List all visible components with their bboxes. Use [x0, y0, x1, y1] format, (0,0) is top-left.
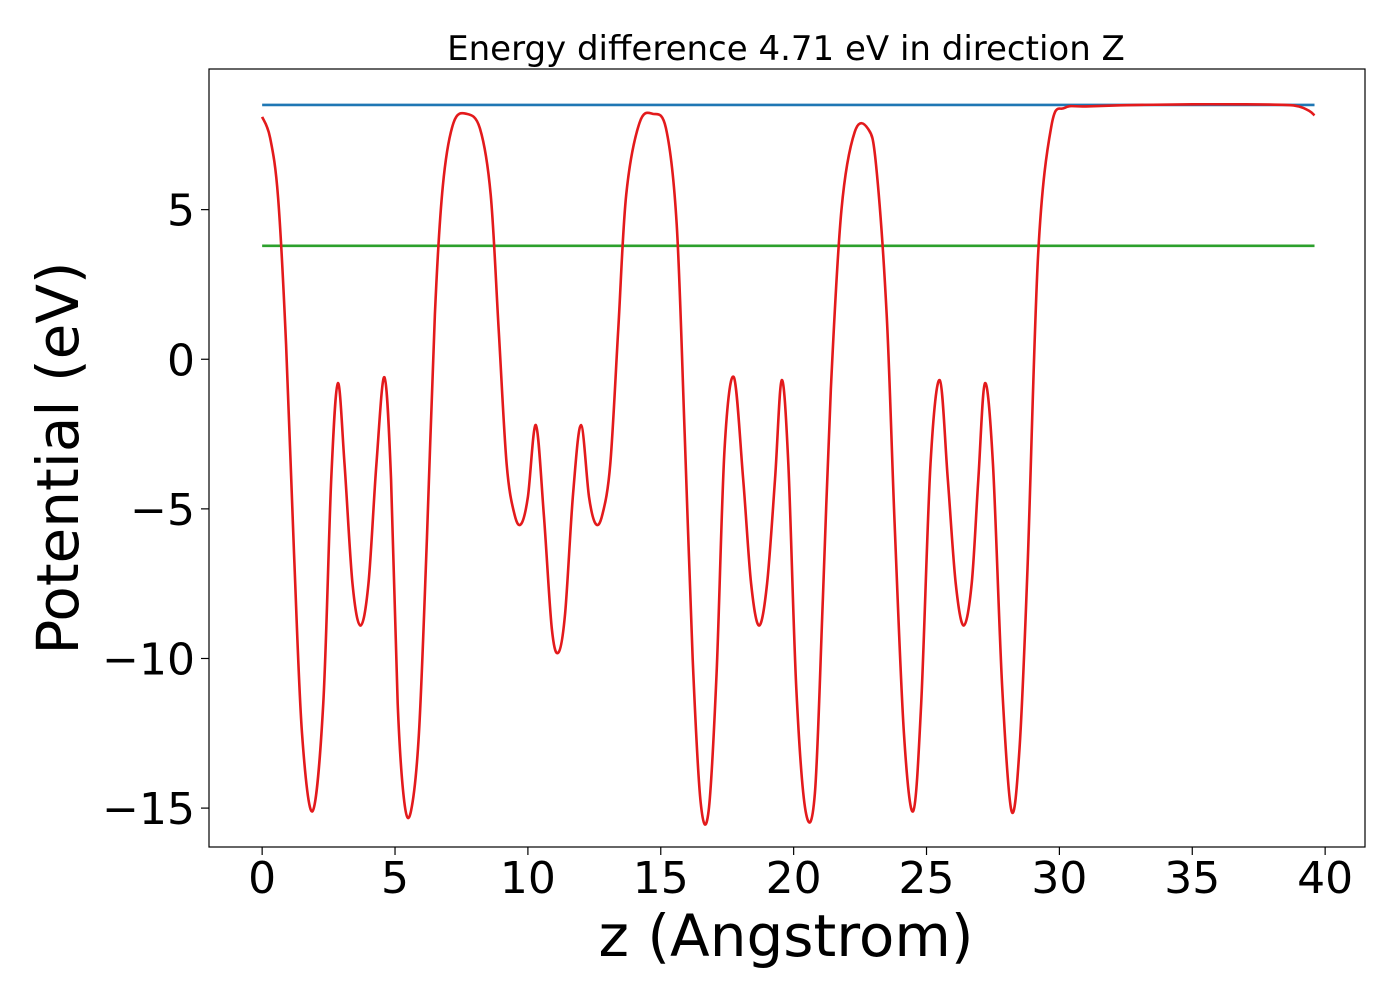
y-tick-label: −10: [102, 634, 195, 685]
x-tick-label: 0: [248, 853, 276, 904]
y-tick-label: −5: [130, 485, 195, 536]
y-axis: 5 0 −5 −10 −15: [102, 186, 209, 835]
series-layer: [260, 102, 1316, 826]
x-tick-label: 30: [1031, 853, 1087, 904]
chart-title: Energy difference 4.71 eV in direction Z: [447, 29, 1125, 69]
y-axis-label: Potential (eV): [24, 261, 92, 654]
x-tick-label: 40: [1297, 853, 1353, 904]
y-tick-label: 5: [167, 186, 195, 237]
x-axis-label: z (Angstrom): [599, 902, 974, 970]
x-tick-label: 15: [633, 853, 689, 904]
x-tick-label: 10: [500, 853, 556, 904]
x-tick-label: 35: [1164, 853, 1220, 904]
series-line-2: [260, 102, 1316, 826]
x-tick-label: 20: [766, 853, 822, 904]
y-tick-label: −15: [102, 784, 195, 835]
x-tick-label: 5: [381, 853, 409, 904]
y-tick-label: 0: [167, 335, 195, 386]
x-tick-label: 25: [899, 853, 955, 904]
x-axis: 0 5 10 15 20 25 30 35 40: [248, 847, 1353, 904]
plot-frame: [208, 68, 1366, 848]
